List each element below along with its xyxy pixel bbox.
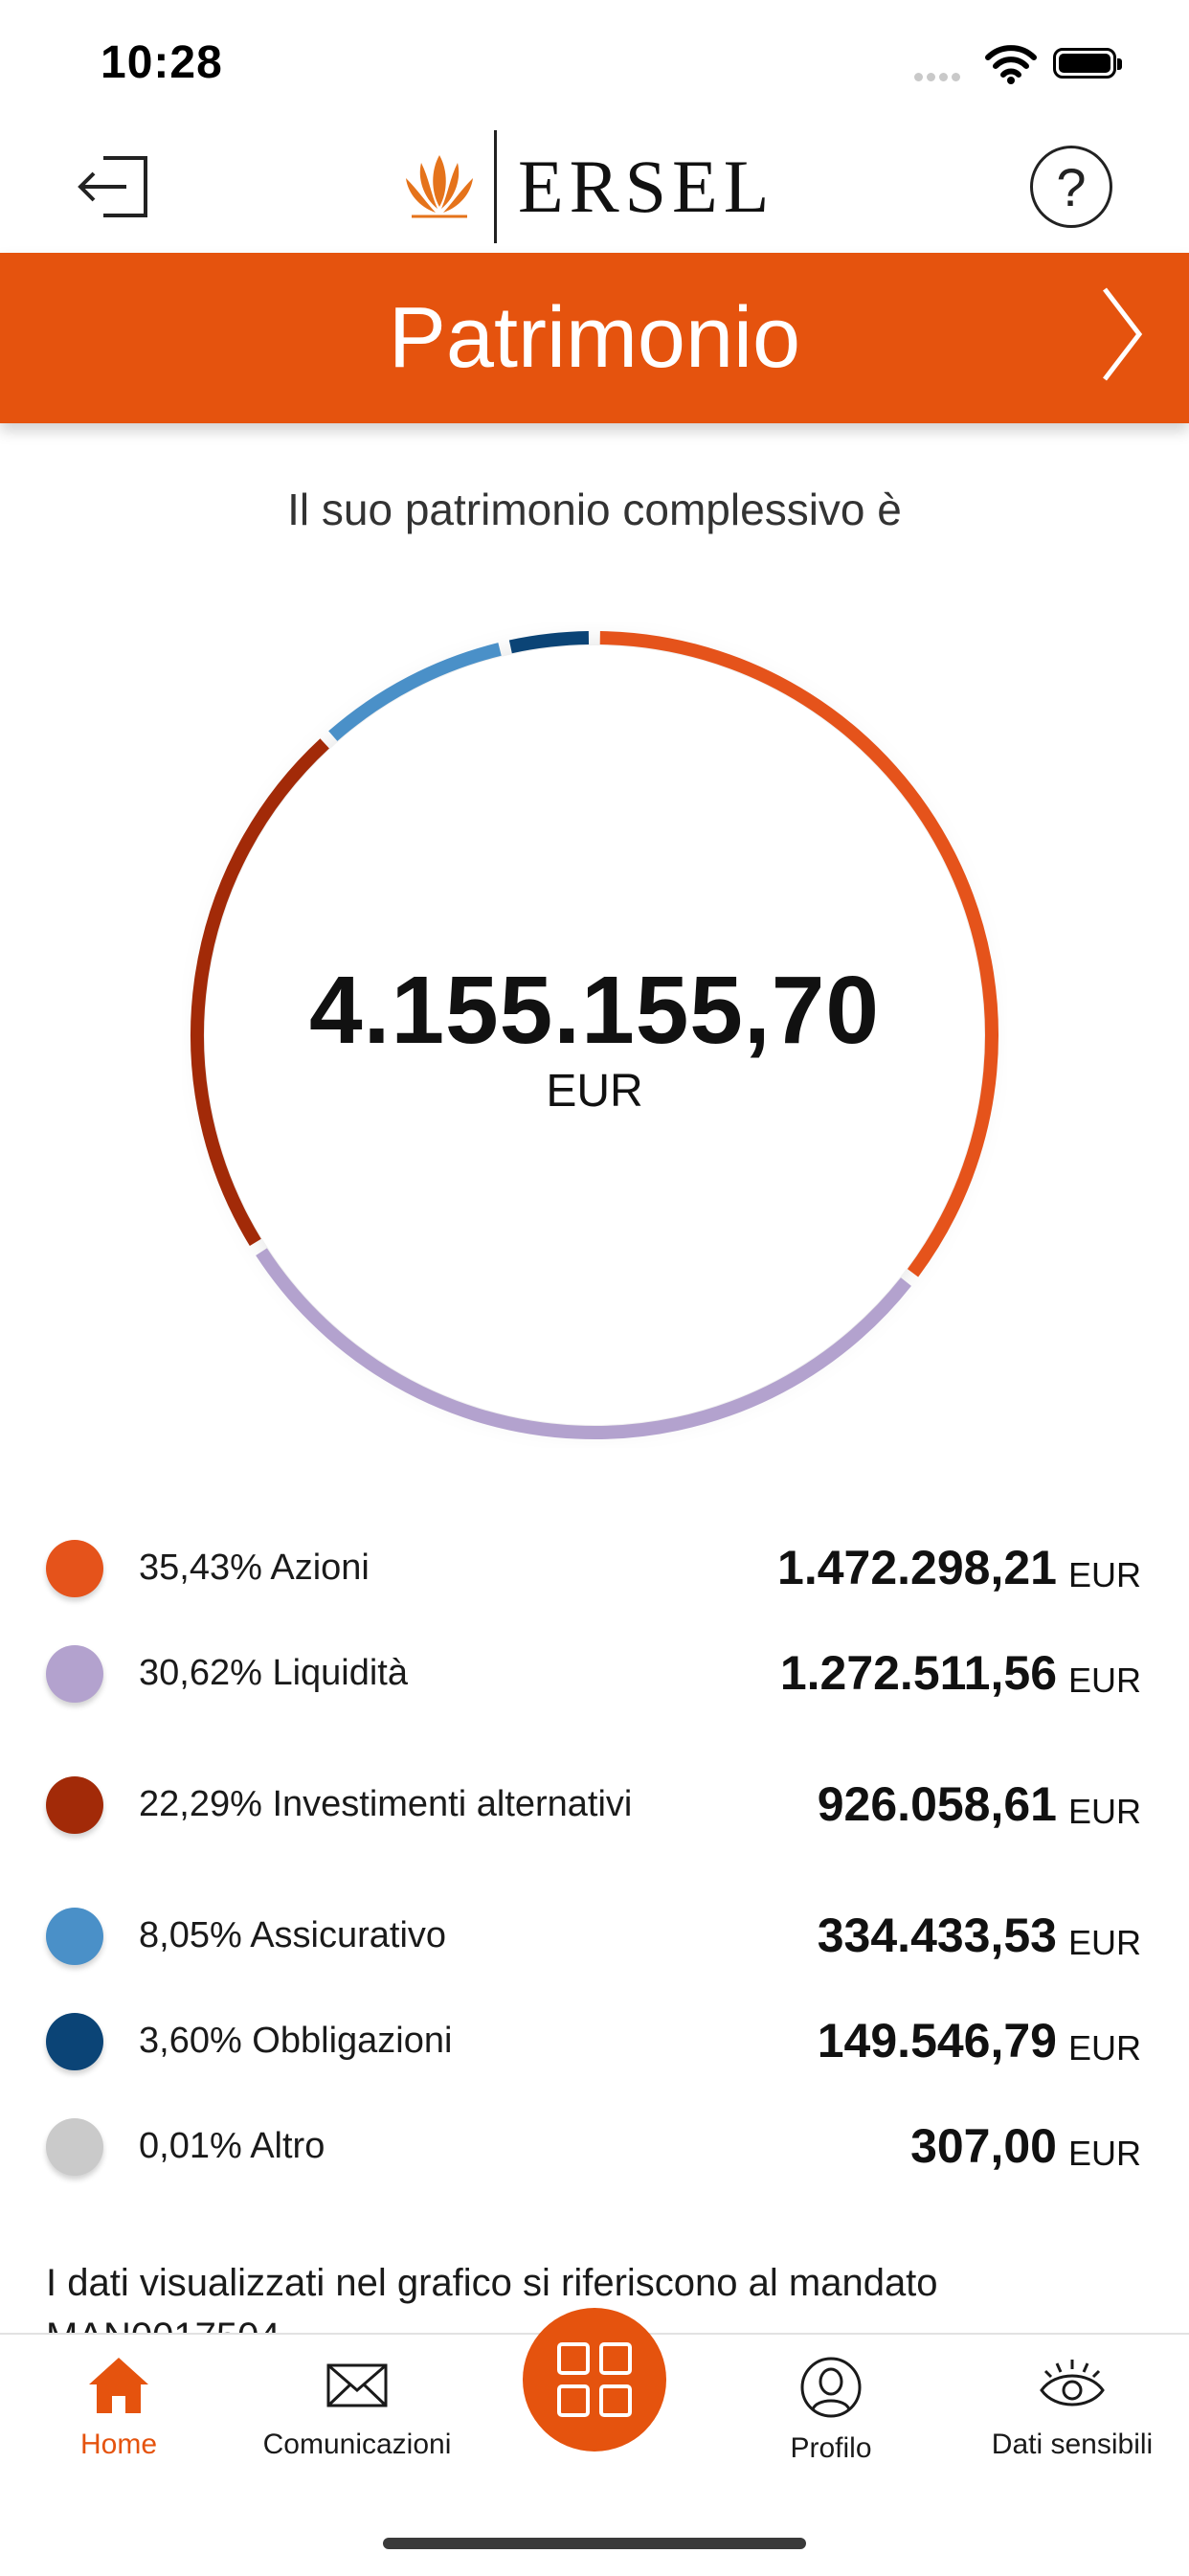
tab-profilo[interactable]: Profilo — [766, 2356, 896, 2465]
tab-comunicazioni-label: Comunicazioni — [262, 2429, 452, 2460]
eye-icon — [1040, 2360, 1105, 2407]
logo-divider — [494, 130, 497, 243]
legend-currency: EUR — [1067, 2028, 1141, 2068]
legend-dot — [46, 1645, 103, 1703]
tab-home-label: Home — [79, 2429, 158, 2460]
legend-label: 30,62% Liquidità — [139, 1653, 408, 1693]
legend-row[interactable]: 22,29% Investimenti alternativi 926.058,… — [0, 1767, 1189, 1843]
donut-slice-obbligazioni — [508, 631, 590, 654]
apps-menu-button[interactable] — [523, 2308, 666, 2452]
legend-amount: 149.546,79 — [817, 2014, 1057, 2068]
legend-currency: EUR — [1067, 1792, 1141, 1831]
legend-label: 22,29% Investimenti alternativi — [139, 1784, 633, 1824]
cellular-signal-icon — [914, 69, 964, 86]
donut-background — [205, 645, 984, 1425]
legend-row[interactable]: 35,43% Azioni 1.472.298,21 EUR — [0, 1530, 1189, 1607]
legend-dot — [46, 2013, 103, 2070]
legend-row[interactable]: 8,05% Assicurativo 334.433,53 EUR — [0, 1898, 1189, 1975]
tab-profilo-label: Profilo — [790, 2432, 872, 2464]
legend-label: 3,60% Obbligazioni — [139, 2021, 453, 2061]
total-currency: EUR — [546, 1066, 643, 1117]
wifi-icon — [984, 44, 1038, 89]
legend-dot — [46, 1776, 103, 1834]
status-time: 10:28 — [101, 37, 223, 88]
battery-icon — [1053, 48, 1122, 79]
profile-icon — [800, 2357, 862, 2418]
legend-amount: 926.058,61 — [817, 1777, 1057, 1831]
legend-dot — [46, 2118, 103, 2176]
donut-slice-investimenti-alternativi — [191, 738, 329, 1246]
legend-currency: EUR — [1067, 2134, 1141, 2173]
legend-dot — [46, 1540, 103, 1597]
grid-icon — [557, 2342, 632, 2417]
legend-label: 8,05% Assicurativo — [139, 1915, 447, 1955]
legend-currency: EUR — [1067, 1555, 1141, 1594]
help-button[interactable]: ? — [1030, 146, 1112, 228]
donut-slice-assicurativo — [328, 643, 502, 741]
tab-comunicazioni[interactable]: Comunicazioni — [244, 2356, 470, 2461]
legend-currency: EUR — [1067, 1661, 1141, 1700]
section-banner[interactable] — [0, 253, 1189, 423]
ersel-logo: ERSEL — [402, 129, 774, 244]
legend-amount: 307,00 — [910, 2119, 1057, 2173]
legend-dot — [46, 1908, 103, 1965]
brand-name: ERSEL — [518, 145, 775, 228]
home-icon — [89, 2358, 148, 2413]
envelope-icon — [326, 2363, 388, 2407]
legend-label: 0,01% Altro — [139, 2126, 325, 2166]
summary-subtitle: Il suo patrimonio complessivo è — [287, 485, 902, 534]
legend-amount: 334.433,53 — [817, 1909, 1057, 1962]
chevron-right-icon[interactable] — [1091, 282, 1149, 392]
tab-dati-sensibili-label: Dati sensibili — [991, 2429, 1154, 2460]
legend-amount: 1.272.511,56 — [779, 1646, 1057, 1700]
donut-slice-liquidit- — [256, 1248, 911, 1439]
legend-row[interactable]: 3,60% Obbligazioni 149.546,79 EUR — [0, 2003, 1189, 2080]
legend-row[interactable]: 0,01% Altro 307,00 EUR — [0, 2109, 1189, 2185]
section-title: Patrimonio — [388, 290, 801, 386]
legend-currency: EUR — [1067, 1923, 1141, 1962]
legend-row[interactable]: 30,62% Liquidità 1.272.511,56 EUR — [0, 1636, 1189, 1712]
allocation-donut-chart — [182, 622, 1007, 1453]
home-indicator — [383, 2538, 806, 2549]
legend-amount: 1.472.298,21 — [777, 1541, 1057, 1594]
tab-home[interactable]: Home — [50, 2356, 188, 2461]
logout-icon[interactable] — [77, 148, 153, 225]
tab-dati-sensibili[interactable]: Dati sensibili — [967, 2356, 1178, 2461]
ersel-flame-icon — [406, 155, 473, 218]
total-value: 4.155.155,70 — [309, 957, 880, 1064]
legend-label: 35,43% Azioni — [139, 1548, 370, 1588]
question-mark-icon: ? — [1056, 156, 1087, 217]
donut-slice-azioni — [599, 631, 998, 1277]
